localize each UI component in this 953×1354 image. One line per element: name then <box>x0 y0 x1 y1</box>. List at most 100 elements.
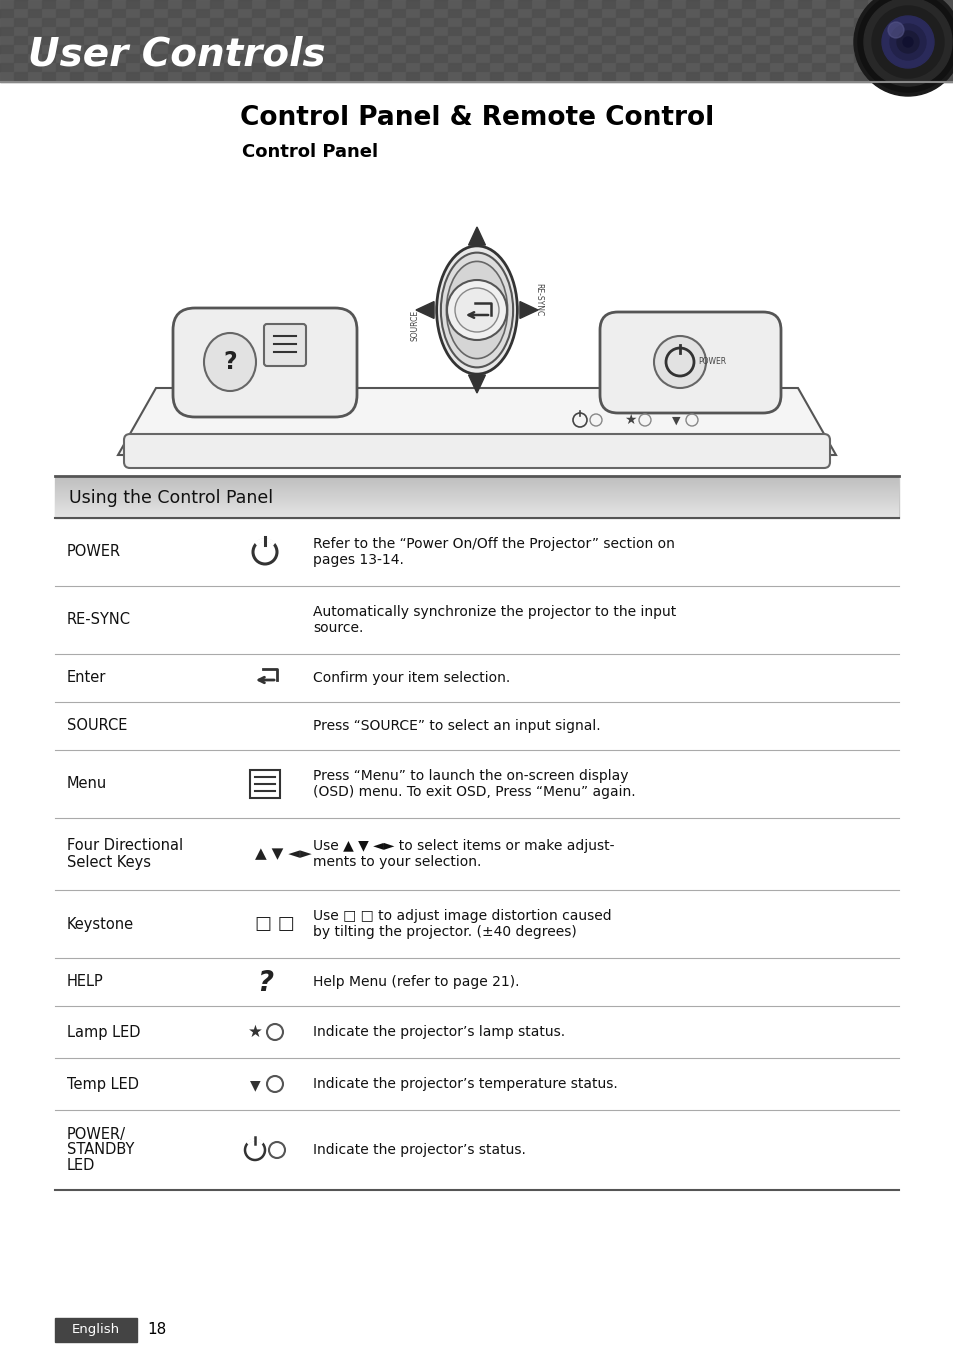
Bar <box>895 27 909 37</box>
Bar <box>182 18 195 27</box>
Bar <box>266 64 280 72</box>
Bar <box>811 72 825 81</box>
Bar <box>335 37 350 45</box>
Ellipse shape <box>436 246 517 374</box>
Bar <box>237 27 252 37</box>
Bar <box>168 18 182 27</box>
Bar <box>601 18 616 27</box>
Bar <box>406 9 419 18</box>
Bar <box>126 18 140 27</box>
Bar <box>448 54 461 64</box>
Text: ▲ ▼ ◄►: ▲ ▼ ◄► <box>254 846 312 861</box>
Bar <box>0 9 14 18</box>
Bar <box>168 37 182 45</box>
Bar <box>616 72 629 81</box>
Bar <box>335 9 350 18</box>
Bar <box>406 64 419 72</box>
Bar <box>840 18 853 27</box>
Bar <box>671 27 685 37</box>
Bar <box>98 18 112 27</box>
Bar <box>882 72 895 81</box>
Bar <box>825 18 840 27</box>
Bar <box>140 27 153 37</box>
Bar <box>70 37 84 45</box>
Bar <box>126 9 140 18</box>
Bar <box>532 0 545 9</box>
Bar <box>335 64 350 72</box>
Bar <box>350 45 364 54</box>
Bar <box>70 54 84 64</box>
Bar <box>168 9 182 18</box>
Text: Four Directional: Four Directional <box>67 838 183 853</box>
Bar <box>755 64 769 72</box>
Bar <box>840 9 853 18</box>
Bar <box>867 64 882 72</box>
Bar <box>713 9 727 18</box>
Bar <box>392 54 406 64</box>
Bar <box>210 64 224 72</box>
Bar <box>252 9 266 18</box>
Bar <box>42 54 56 64</box>
Circle shape <box>455 288 498 332</box>
Bar <box>545 54 559 64</box>
Bar <box>545 45 559 54</box>
Circle shape <box>863 0 951 87</box>
Bar <box>643 64 658 72</box>
Bar <box>517 9 532 18</box>
Bar <box>476 72 490 81</box>
Bar <box>392 72 406 81</box>
Bar <box>266 27 280 37</box>
Bar <box>392 64 406 72</box>
Bar <box>741 45 755 54</box>
Bar <box>322 45 335 54</box>
Bar <box>335 0 350 9</box>
Bar <box>294 64 308 72</box>
Bar <box>322 9 335 18</box>
Bar <box>224 37 237 45</box>
Bar <box>224 54 237 64</box>
Bar <box>364 45 377 54</box>
Circle shape <box>889 24 925 60</box>
Bar <box>867 9 882 18</box>
Text: by tilting the projector. (±40 degrees): by tilting the projector. (±40 degrees) <box>313 925 577 940</box>
Bar <box>559 27 574 37</box>
Bar <box>182 64 195 72</box>
Bar <box>126 72 140 81</box>
Bar <box>490 72 503 81</box>
Bar <box>28 18 42 27</box>
Bar <box>797 27 811 37</box>
Bar <box>700 45 713 54</box>
Bar <box>364 0 377 9</box>
Bar <box>14 54 28 64</box>
Bar <box>741 54 755 64</box>
Bar <box>308 64 322 72</box>
Bar <box>126 37 140 45</box>
Bar <box>658 64 671 72</box>
Bar <box>783 9 797 18</box>
Bar <box>825 64 840 72</box>
Bar <box>182 0 195 9</box>
Bar <box>392 9 406 18</box>
Bar <box>476 0 490 9</box>
Bar <box>517 37 532 45</box>
Bar <box>377 18 392 27</box>
Bar <box>755 9 769 18</box>
Bar <box>392 0 406 9</box>
Bar <box>853 37 867 45</box>
Bar <box>252 18 266 27</box>
Bar <box>280 64 294 72</box>
Bar <box>280 0 294 9</box>
Bar <box>195 37 210 45</box>
Bar <box>658 54 671 64</box>
Bar <box>70 9 84 18</box>
Text: Select Keys: Select Keys <box>67 854 151 869</box>
Polygon shape <box>519 302 537 318</box>
Bar <box>755 37 769 45</box>
Bar <box>448 45 461 54</box>
Bar <box>601 54 616 64</box>
Bar <box>224 18 237 27</box>
Bar <box>168 54 182 64</box>
Bar <box>56 54 70 64</box>
Text: RE-SYNC: RE-SYNC <box>67 612 131 627</box>
Bar <box>700 37 713 45</box>
